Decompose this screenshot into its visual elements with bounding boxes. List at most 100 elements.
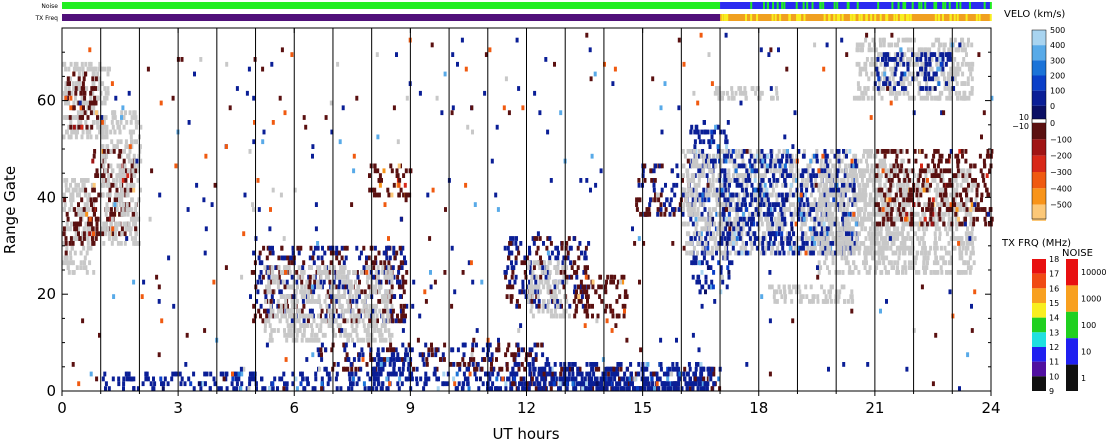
scatter-cell bbox=[736, 153, 740, 159]
scatter-cell bbox=[844, 149, 848, 154]
scatter-cell bbox=[531, 236, 535, 241]
scatter-cell bbox=[694, 211, 698, 217]
scatter-cell bbox=[319, 313, 322, 319]
txfreq-bar-tick bbox=[865, 14, 868, 21]
scatter-cell bbox=[118, 149, 122, 154]
scatter-cell bbox=[724, 158, 728, 164]
scatter-cell bbox=[402, 279, 406, 285]
scatter-cell bbox=[813, 216, 817, 222]
scatter-cell bbox=[916, 211, 920, 217]
scatter-cell bbox=[811, 236, 815, 241]
txfreq-bar-tick bbox=[723, 14, 726, 21]
scatter-cell bbox=[698, 241, 702, 246]
scatter-cell bbox=[739, 226, 743, 232]
scatter-cell bbox=[376, 168, 380, 174]
scatter-cell bbox=[773, 207, 777, 212]
noise-bar-tick bbox=[819, 2, 822, 9]
scatter-cell bbox=[301, 265, 305, 270]
txfreq-bar-tick bbox=[852, 14, 855, 21]
scatter-cell bbox=[776, 245, 780, 251]
scatter-cell bbox=[387, 328, 391, 333]
scatter-cell bbox=[349, 289, 353, 295]
scatter-cell bbox=[83, 211, 87, 217]
scatter-cell bbox=[687, 211, 691, 217]
scatter-cell bbox=[843, 153, 847, 159]
scatter-cell bbox=[345, 299, 349, 304]
scatter-cell bbox=[775, 221, 779, 227]
scatter-cell bbox=[392, 250, 396, 256]
scatter-cell bbox=[302, 328, 306, 333]
scatter-cell bbox=[858, 192, 862, 198]
scatter-cell bbox=[962, 207, 966, 212]
scatter-cell bbox=[825, 231, 829, 237]
scatter-cell bbox=[90, 86, 94, 91]
scatter-cell bbox=[105, 153, 109, 159]
scatter-cell bbox=[583, 265, 587, 270]
scatter-cell bbox=[838, 207, 842, 212]
scatter-cell bbox=[795, 207, 799, 212]
scatter-cell bbox=[922, 221, 926, 227]
scatter-cell bbox=[899, 207, 903, 212]
scatter-cell bbox=[742, 216, 746, 222]
scatter-cell bbox=[784, 207, 788, 212]
scatter-cell bbox=[852, 187, 856, 193]
scatter-cell bbox=[652, 168, 656, 174]
scatter-cell bbox=[386, 289, 390, 295]
scatter-cell bbox=[134, 221, 137, 227]
scatter-cell bbox=[790, 173, 794, 178]
scatter-cell bbox=[681, 178, 684, 183]
scatter-cell bbox=[885, 211, 889, 217]
scatter-cell bbox=[855, 173, 859, 178]
scatter-cell bbox=[936, 202, 940, 207]
scatter-cell bbox=[520, 289, 524, 295]
scatter-cell bbox=[892, 241, 896, 246]
scatter-cell bbox=[287, 260, 291, 266]
scatter-cell bbox=[73, 226, 77, 232]
scatter-cell bbox=[836, 168, 840, 174]
scatter-cell bbox=[814, 178, 818, 183]
scatter-cell bbox=[91, 158, 95, 164]
scatter-cell bbox=[380, 294, 384, 299]
scatter-cell bbox=[346, 332, 350, 338]
scatter-cell bbox=[872, 202, 876, 207]
scatter-cell bbox=[894, 168, 898, 174]
scatter-cell bbox=[910, 178, 914, 183]
scatter-cell bbox=[863, 265, 867, 270]
scatter-cell bbox=[724, 139, 728, 145]
scatter-cell bbox=[777, 158, 781, 164]
scatter-cell bbox=[549, 241, 553, 246]
scatter-cell bbox=[811, 231, 815, 237]
scatter-cell bbox=[67, 66, 71, 72]
scatter-cell bbox=[840, 187, 844, 193]
scatter-cell bbox=[363, 289, 367, 295]
scatter-cell bbox=[692, 231, 696, 237]
scatter-cell bbox=[767, 245, 771, 251]
scatter-cell bbox=[922, 241, 926, 246]
scatter-cell bbox=[375, 279, 379, 285]
scatter-cell bbox=[577, 294, 581, 299]
noise-bar-tick bbox=[944, 2, 947, 9]
scatter-cell bbox=[379, 328, 383, 333]
scatter-cell bbox=[528, 250, 532, 256]
scatter-cell bbox=[76, 66, 80, 72]
scatter-cell bbox=[277, 303, 281, 309]
scatter-cell bbox=[344, 332, 348, 338]
scatter-cell bbox=[697, 231, 701, 237]
scatter-cell bbox=[841, 270, 845, 275]
scatter-cell bbox=[846, 226, 850, 232]
scatter-cell bbox=[844, 168, 848, 174]
scatter-cell bbox=[109, 149, 113, 154]
scatter-cell bbox=[896, 226, 900, 232]
scatter-cell bbox=[737, 250, 741, 256]
scatter-cell bbox=[360, 299, 364, 304]
scatter-cell bbox=[702, 226, 706, 232]
scatter-cell bbox=[762, 153, 766, 159]
scatter-cell bbox=[965, 236, 969, 241]
scatter-cell bbox=[761, 173, 765, 178]
scatter-cell bbox=[957, 202, 960, 207]
scatter-cell bbox=[739, 163, 743, 169]
scatter-cell bbox=[92, 231, 95, 237]
scatter-cell bbox=[882, 255, 886, 261]
scatter-cell bbox=[399, 250, 403, 256]
scatter-cell bbox=[954, 221, 958, 227]
